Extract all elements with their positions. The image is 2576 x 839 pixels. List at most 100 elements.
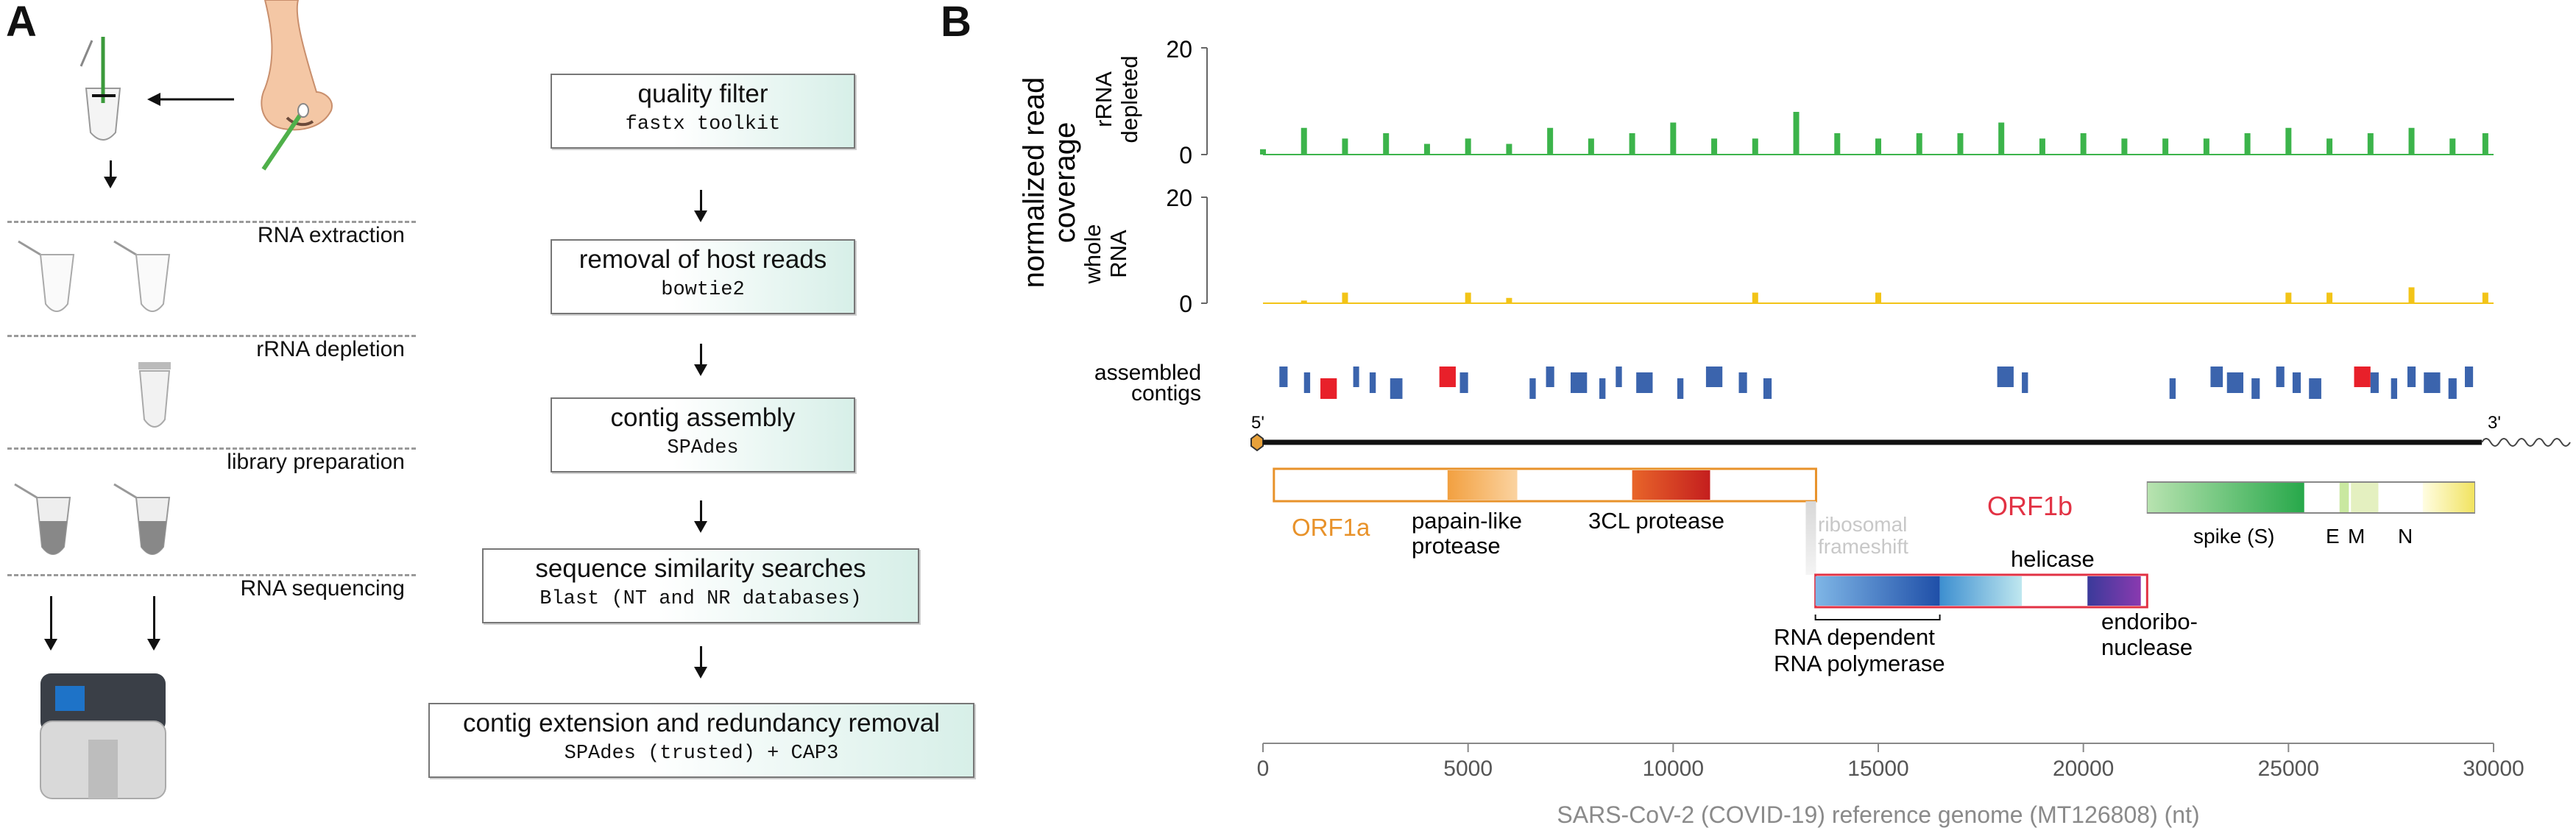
contig [1546, 367, 1554, 387]
3cl-protease-segment [1632, 470, 1710, 500]
orf1a-box [1273, 467, 1817, 503]
arrow-down-head [694, 521, 707, 533]
divider [7, 221, 416, 223]
contig-track [1279, 367, 2474, 399]
rrna-coverage-bar [2244, 133, 2251, 155]
whole-rna-coverage-bar [1301, 300, 1307, 303]
tube-icon [138, 362, 171, 428]
divider [7, 447, 416, 450]
rrna-coverage-bar [1957, 133, 1964, 155]
gene-label-e: E [2326, 525, 2340, 548]
rrna-coverage-bar [1423, 144, 1430, 155]
gene-label-papain: protease [1412, 533, 1501, 559]
papain-protease-segment [1447, 470, 1518, 500]
rrna-coverage-bar [1301, 127, 1307, 155]
tube-icon [18, 240, 75, 312]
gene-map [1273, 467, 2475, 620]
rrna-coverage-bar [1465, 138, 1471, 155]
rrna-coverage-bar [1547, 127, 1554, 155]
pipeline-step-tool: fastx toolkit [625, 113, 781, 135]
coverage-series-rrna-depleted [1260, 112, 2494, 155]
rrna-coverage-bar [2080, 133, 2087, 155]
whole-rna-coverage-bar [1506, 297, 1512, 303]
contig-highlight [2354, 367, 2371, 387]
rrna-coverage-bar [1875, 138, 1881, 155]
rrna-coverage-bar [1793, 112, 1800, 155]
contig [2226, 372, 2244, 393]
step-rrna-depletion: rRNA depletion [256, 337, 405, 361]
arrow-down-head [694, 667, 707, 679]
pipeline-step-contig-assembly: contig assembly SPAdes [551, 397, 855, 472]
arrow-down-head [694, 364, 707, 376]
sequencer-icon [40, 673, 166, 799]
gene-label-3cl: 3CL protease [1588, 508, 1724, 534]
helicase-segment [1939, 576, 2023, 606]
gene-label-papain: papain-like [1412, 508, 1522, 534]
m-segment [2351, 483, 2379, 512]
arrow-down-head [104, 177, 117, 188]
track-label: RNA [1105, 230, 1131, 278]
arrow-down-shaft [700, 500, 702, 523]
arrow-down-shaft [50, 596, 52, 640]
contig [2391, 378, 2398, 399]
rrna-coverage-bar [2408, 127, 2415, 155]
contig [2292, 372, 2301, 393]
gene-label-orf1a: ORF1a [1292, 514, 1370, 541]
pipeline-step-tool: Blast (NT and NR databases) [539, 588, 862, 610]
gene-label-n: N [2398, 525, 2413, 548]
arrow-down-shaft [153, 596, 155, 640]
pipeline-step-tool: SPAdes [667, 437, 739, 459]
contig [1390, 378, 1403, 399]
contig [1763, 378, 1772, 399]
contig [1636, 372, 1653, 393]
rrna-coverage-bar [2203, 138, 2209, 155]
x-axis-ticks: 0 5000 10000 15000 20000 25000 30000 [1257, 743, 2524, 781]
arrow-nose-to-tube [147, 93, 234, 106]
y-tick-label: 20 [1166, 36, 1192, 63]
gene-label-rdrp: RNA polymerase [1774, 651, 1945, 676]
rrna-coverage-bar [2162, 138, 2169, 155]
contig [2464, 367, 2474, 387]
gene-label-frameshift: frameshift [1818, 535, 1908, 558]
swab-tube-icon [79, 37, 121, 141]
gene-label-endo: endoribo- [2101, 609, 2198, 634]
e-segment [2339, 483, 2349, 512]
pipeline-step-contig-extension: contig extension and redundancy removal … [428, 703, 974, 778]
rrna-coverage-bar [1711, 138, 1718, 155]
rrna-coverage-bar [2449, 138, 2456, 155]
contig [2210, 367, 2223, 387]
contig [1677, 378, 1684, 399]
contig [2407, 367, 2416, 387]
contig [2309, 378, 2321, 399]
tube-icon [14, 483, 71, 555]
pipeline-step-title: contig extension and redundancy removal [463, 709, 940, 737]
pipeline-step-title: removal of host reads [578, 245, 827, 274]
arrow-down-shaft [110, 160, 112, 178]
contig [2424, 372, 2441, 393]
tube-icon [113, 240, 171, 312]
rrna-coverage-bar [1260, 149, 1266, 155]
track-label: rRNA [1091, 71, 1117, 127]
contig [1279, 367, 1288, 387]
rrna-coverage-bar [1752, 138, 1758, 155]
rrna-coverage-bar [1998, 122, 2005, 155]
contig [1369, 372, 1376, 393]
poly-a-tail-icon [2481, 438, 2571, 447]
gene-label-rdrp: RNA dependent [1774, 624, 1935, 650]
panel-b-letter: B [941, 0, 972, 46]
nose-swab-illustration [261, 0, 333, 171]
gene-label-spike: spike (S) [2193, 525, 2274, 548]
gene-label-m: M [2348, 525, 2365, 548]
contig [1529, 378, 1536, 399]
whole-rna-coverage-bar [1752, 292, 1758, 303]
three-prime-label: 3' [2488, 413, 2501, 433]
rrna-coverage-bar [2039, 138, 2045, 155]
pipeline-step-quality-filter: quality filter fastx toolkit [551, 74, 855, 149]
endoribonuclease-segment [2087, 576, 2141, 606]
step-rna-sequencing: RNA sequencing [240, 576, 405, 601]
contig [2276, 367, 2285, 387]
spike-segment [2147, 483, 2304, 512]
whole-rna-coverage-bar [2408, 287, 2415, 303]
rrna-coverage-bar [2285, 127, 2292, 155]
y-axis-title: normalized read [1018, 77, 1050, 288]
